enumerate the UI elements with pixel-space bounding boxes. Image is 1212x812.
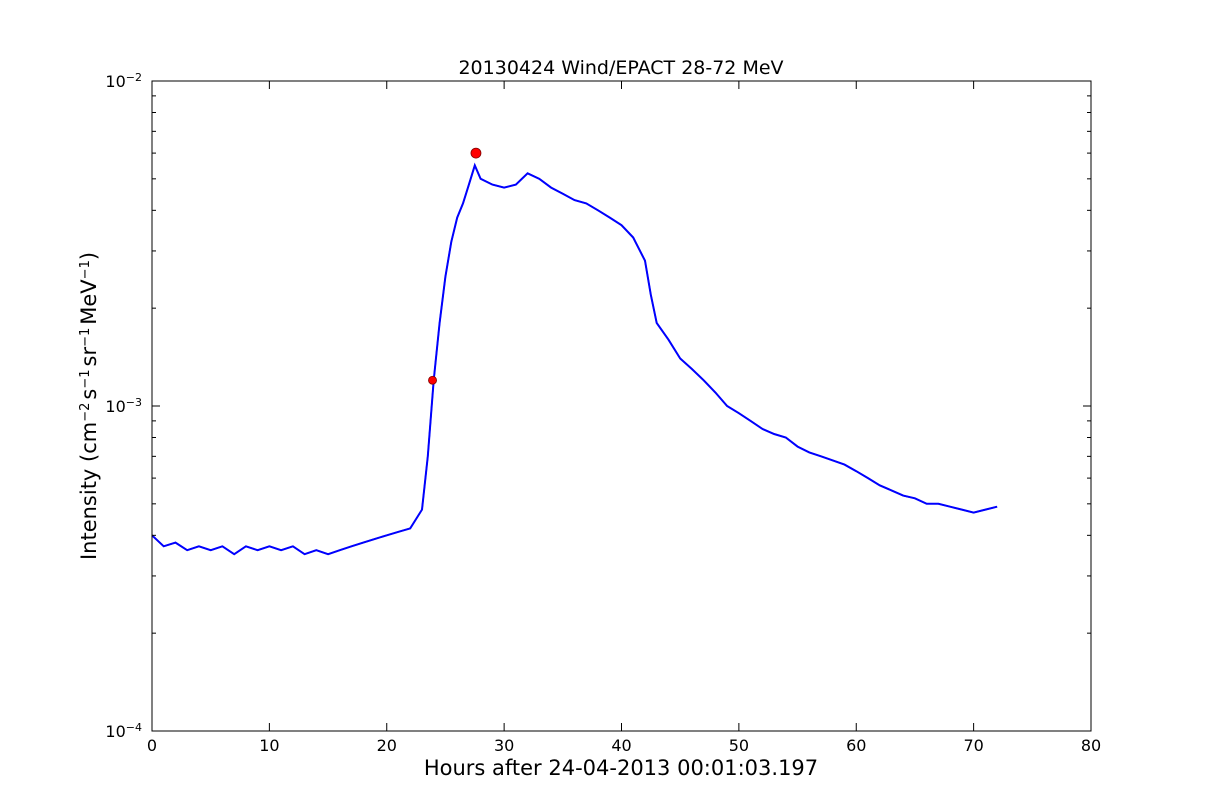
y-axis-label: Intensity (cm−2s−1sr−1MeV−1) [77, 252, 101, 560]
x-axis-label: Hours after 24-04-2013 00:01:03.197 [424, 756, 818, 780]
plot-area [152, 81, 1091, 731]
x-tick-label: 30 [494, 736, 514, 755]
peak-marker [470, 147, 482, 159]
x-tick-label: 20 [377, 736, 397, 755]
y-tick-label: 10−3 [105, 396, 142, 417]
x-tick-label: 50 [729, 736, 749, 755]
y-tick-label: 10−4 [105, 721, 142, 742]
x-tick-label: 40 [611, 736, 631, 755]
x-tick-label: 0 [147, 736, 157, 755]
x-tick-label: 80 [1081, 736, 1101, 755]
smoothed-series-line [151, 162, 998, 556]
series-layer [151, 162, 998, 556]
marker-layer [428, 147, 482, 385]
x-tick-labels: 0 10 20 30 40 50 60 70 80 [147, 736, 1101, 755]
chart-title: 20130424 Wind/EPACT 28-72 MeV [458, 57, 783, 79]
y-tick-label: 10−2 [105, 71, 142, 92]
x-tick-label: 60 [846, 736, 866, 755]
tick-layer [151, 80, 1092, 732]
onset-marker [428, 375, 437, 385]
x-tick-label: 70 [963, 736, 983, 755]
y-tick-labels: 10−4 10−3 10−2 [105, 71, 142, 742]
x-tick-label: 10 [259, 736, 279, 755]
